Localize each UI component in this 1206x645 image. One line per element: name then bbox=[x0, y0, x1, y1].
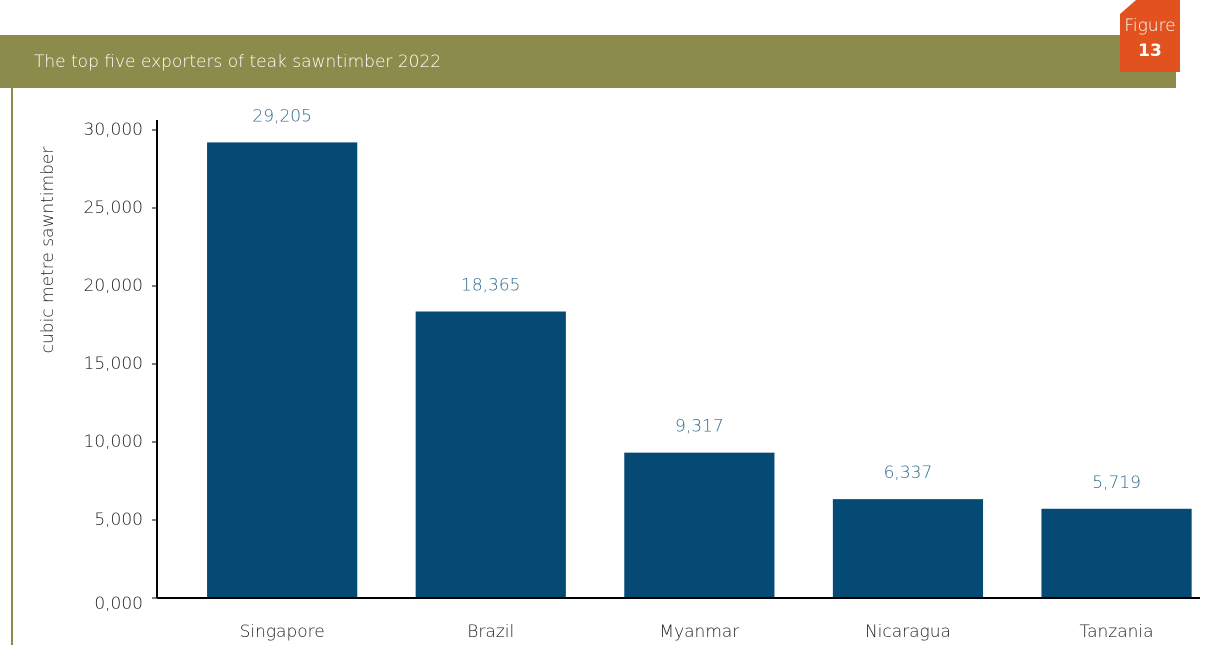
y-axis-label: cubic metre sawntimber bbox=[38, 147, 58, 354]
value-label: 29,205 bbox=[252, 106, 311, 126]
y-tick-label: 30,000 bbox=[84, 120, 143, 140]
figure-badge bbox=[1120, 0, 1180, 72]
bar bbox=[415, 311, 566, 598]
bar bbox=[1041, 508, 1192, 598]
y-tick-label: 20,000 bbox=[84, 276, 143, 296]
bar bbox=[832, 499, 984, 598]
y-tick-label: 25,000 bbox=[84, 198, 143, 218]
header-bar bbox=[0, 35, 1176, 88]
x-tick-label: Nicaragua bbox=[865, 622, 951, 642]
y-tick-label: 5,000 bbox=[94, 510, 143, 530]
value-label: 18,365 bbox=[461, 276, 520, 296]
x-tick-label: Tanzania bbox=[1080, 622, 1154, 642]
chart-title: The top five exporters of teak sawntimbe… bbox=[34, 52, 441, 72]
y-tick-label: 15,000 bbox=[84, 354, 143, 374]
y-tick-label: 10,000 bbox=[84, 432, 143, 452]
x-tick-label: Myanmar bbox=[659, 622, 739, 642]
value-label: 9,317 bbox=[675, 417, 724, 437]
x-tick-label: Brazil bbox=[467, 622, 514, 642]
x-tick-label: Singapore bbox=[240, 622, 325, 642]
value-label: 5,719 bbox=[1092, 473, 1141, 493]
figure-number: 13 bbox=[1138, 41, 1162, 61]
y-tick-label: 0,000 bbox=[94, 594, 143, 614]
value-label: 6,337 bbox=[884, 463, 933, 483]
bar bbox=[207, 142, 358, 599]
figure-label: Figure bbox=[1124, 16, 1175, 36]
bar bbox=[624, 452, 775, 598]
